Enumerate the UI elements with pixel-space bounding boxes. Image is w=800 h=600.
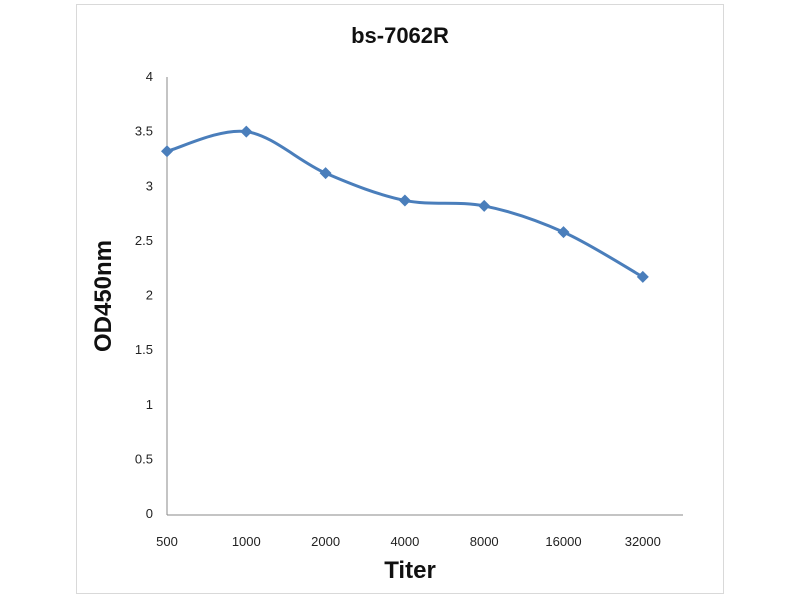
y-tick-label: 2 bbox=[146, 288, 153, 303]
data-point-2000 bbox=[319, 167, 332, 180]
chart-title: bs-7062R bbox=[351, 23, 449, 48]
y-tick-label: 3.5 bbox=[135, 124, 153, 139]
x-tick-label: 16000 bbox=[545, 534, 581, 549]
x-axis-label: Titer bbox=[384, 557, 436, 584]
y-tick-label: 0 bbox=[146, 506, 153, 521]
x-tick-label: 2000 bbox=[311, 534, 340, 549]
x-tick-label: 4000 bbox=[390, 534, 419, 549]
data-point-4000 bbox=[398, 194, 411, 207]
x-tick-label: 1000 bbox=[232, 534, 261, 549]
y-axis-label: OD450nm bbox=[90, 240, 117, 352]
x-tick-label: 500 bbox=[156, 534, 178, 549]
data-point-8000 bbox=[478, 199, 491, 212]
data-point-1000 bbox=[240, 125, 253, 138]
y-tick-label: 3 bbox=[146, 178, 153, 193]
y-tick-label: 1.5 bbox=[135, 342, 153, 357]
y-tick-label: 0.5 bbox=[135, 451, 153, 466]
x-tick-label: 8000 bbox=[470, 534, 499, 549]
y-tick-label: 1 bbox=[146, 397, 153, 412]
data-point-16000 bbox=[557, 226, 570, 239]
x-tick-label: 32000 bbox=[625, 534, 661, 549]
y-tick-label: 4 bbox=[146, 69, 153, 84]
data-point-500 bbox=[161, 145, 173, 158]
data-point-32000 bbox=[636, 270, 649, 283]
y-tick-label: 2.5 bbox=[135, 233, 153, 248]
chart-frame bbox=[76, 4, 724, 594]
